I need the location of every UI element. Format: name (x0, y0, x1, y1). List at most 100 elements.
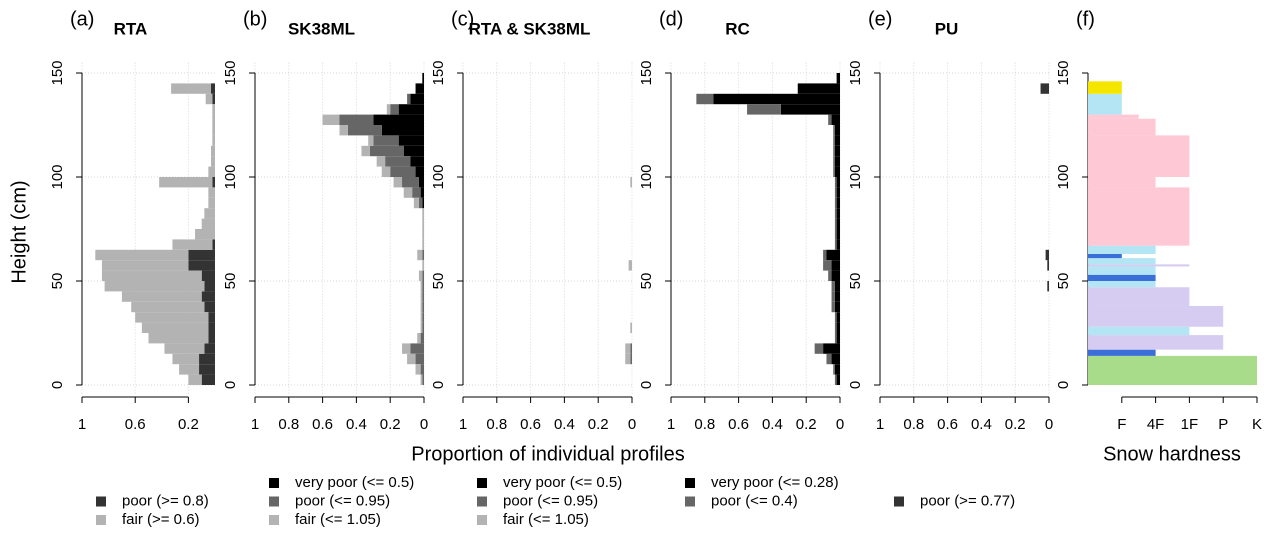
y-tick-label: 50 (1055, 273, 1072, 290)
bar (95, 249, 189, 261)
bar (212, 125, 215, 136)
bar (361, 145, 370, 157)
bar (420, 281, 423, 292)
bar (828, 270, 832, 281)
bar (828, 114, 832, 125)
bar (386, 104, 391, 115)
bar (211, 145, 215, 157)
bar (836, 312, 840, 323)
y-tick-label: 50 (222, 273, 239, 290)
bar (1047, 281, 1049, 292)
bar (1045, 249, 1049, 261)
y-tick-label: 150 (222, 60, 239, 85)
bar (836, 229, 840, 240)
x-tick-label: 0.6 (728, 416, 749, 433)
x-tick-label: 0 (1045, 416, 1053, 433)
bar (831, 301, 835, 313)
bar (625, 353, 631, 365)
bar (836, 73, 840, 84)
bar (747, 104, 781, 115)
bar (212, 93, 215, 105)
bar (422, 208, 424, 219)
x-tick-label: 0 (836, 416, 844, 433)
bar (836, 197, 840, 209)
legend-swatch (269, 496, 279, 507)
bar (402, 343, 411, 354)
x-tick-label: 0.2 (796, 416, 817, 433)
bar (368, 135, 374, 146)
bar (831, 260, 840, 271)
bar (208, 197, 215, 209)
bar (407, 353, 416, 365)
x-axis-label: Proportion of individual profiles (411, 443, 685, 465)
bar (208, 322, 215, 333)
x-tick-label: 4F (1147, 416, 1165, 433)
bar (422, 249, 424, 261)
bar (834, 333, 837, 344)
bar (418, 270, 423, 281)
bar (630, 353, 632, 365)
x-tick-label: 1 (459, 416, 467, 433)
x-tick-label: 0.4 (346, 416, 367, 433)
bar (831, 114, 840, 125)
bar (834, 218, 837, 229)
bar (826, 353, 832, 365)
bar (422, 239, 424, 250)
legend-swatch (269, 478, 279, 488)
bar (199, 364, 215, 375)
bar (836, 322, 840, 333)
snow-layer (1088, 114, 1139, 119)
bar (834, 239, 837, 250)
bar (422, 312, 424, 323)
bar (422, 73, 424, 84)
bar (833, 156, 835, 167)
bar (628, 260, 632, 271)
bar (188, 260, 215, 271)
legend-label: fair (<= 1.05) (295, 511, 381, 528)
bar (823, 343, 840, 354)
bar (834, 312, 837, 323)
bar (831, 270, 840, 281)
snow-layer (1088, 245, 1156, 254)
bar (834, 301, 840, 313)
bar (833, 135, 835, 146)
legend-label: very poor (<= 0.28) (711, 474, 839, 491)
bar (212, 104, 215, 115)
y-tick-label: 150 (847, 60, 864, 85)
y-tick-label: 0 (222, 381, 239, 389)
y-tick-label: 150 (430, 60, 447, 85)
legend-swatch (477, 478, 487, 488)
x-tick-label: 0.8 (694, 416, 715, 433)
legend-label: fair (<= 1.05) (503, 511, 589, 528)
y-tick-label: 150 (638, 60, 655, 85)
bar (373, 135, 399, 146)
bar (373, 114, 424, 125)
bar (836, 187, 840, 198)
legend-swatch (477, 515, 487, 525)
x-tick-label: 0.6 (520, 416, 541, 433)
y-tick-label: 100 (49, 164, 66, 189)
bar (834, 322, 837, 333)
bar (159, 177, 213, 188)
x-tick-label: 1 (876, 416, 884, 433)
bar (831, 291, 835, 302)
bar (834, 197, 837, 209)
bar (823, 249, 827, 261)
bar (834, 135, 840, 146)
bar (212, 239, 215, 250)
bar (713, 93, 840, 105)
bar (201, 270, 215, 281)
bar (204, 281, 215, 292)
bar (422, 197, 424, 209)
x-tick-label: 0.8 (903, 416, 924, 433)
y-tick-label: 50 (638, 273, 655, 290)
bar (836, 218, 840, 229)
bar (410, 156, 424, 167)
bar (208, 333, 215, 344)
bar (834, 125, 840, 136)
bar (201, 291, 215, 302)
snow-layer (1088, 266, 1156, 275)
bar (212, 114, 215, 125)
legend-label: poor (>= 0.77) (920, 492, 1015, 509)
